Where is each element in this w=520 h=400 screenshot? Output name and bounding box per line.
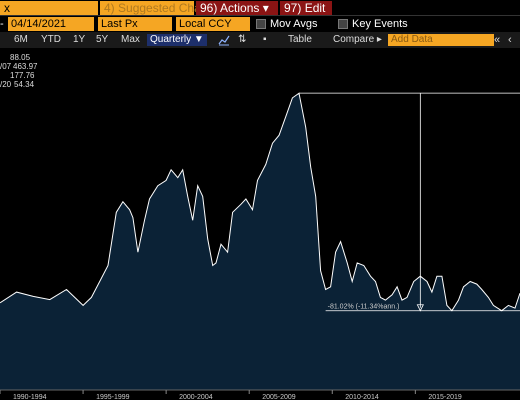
dash: - — [0, 18, 4, 30]
x-tick-label: 2000-2004 — [179, 394, 213, 400]
x-tick-label: 2015-2019 — [428, 394, 462, 400]
price-chart[interactable]: -81.02% (-11.34%ann.) 1990-1994 1995-1999 2… — [0, 48, 520, 400]
line-chart-icon[interactable] — [218, 34, 230, 46]
suggested-charts-label: Suggested Charts — [118, 1, 215, 15]
sort-icon[interactable]: ⇅ — [238, 34, 247, 45]
actions-key: 96) — [200, 1, 218, 15]
suggested-key: 4) — [104, 1, 115, 15]
edit-menu[interactable]: 97) Edit — [280, 1, 332, 15]
currency-select[interactable]: Local CCY — [176, 17, 250, 31]
actions-menu[interactable]: 96) Actions ▾ — [196, 1, 278, 15]
chevron-down-icon: ▸ — [376, 34, 382, 45]
table-button[interactable]: Table — [288, 34, 312, 45]
range-ytd[interactable]: YTD — [41, 34, 61, 45]
range-bar: 6M YTD 1Y 5Y Max Quarterly ▼ ⇅ ▪ Table C… — [0, 32, 520, 48]
period-label: Quarterly — [150, 34, 192, 45]
x-tick-label: 1990-1994 — [13, 394, 47, 400]
actions-label: Actions — [220, 1, 260, 15]
change-arrow-head — [416, 304, 424, 312]
scroll-left-icon[interactable]: ‹ — [508, 34, 512, 46]
function-toolbar: x 4) Suggested Charts 96) Actions ▾ 97) … — [0, 0, 520, 16]
change-annotation: -81.02% (-11.34%ann.) — [328, 304, 400, 311]
x-tick-label: 1995-1999 — [96, 394, 130, 400]
checkbox-icon[interactable] — [338, 19, 348, 30]
suggested-charts-button[interactable]: 4) Suggested Charts — [100, 1, 214, 15]
legend-prefix: /07 — [0, 62, 12, 71]
period-select[interactable]: Quarterly ▼ — [147, 34, 207, 46]
checkbox-icon[interactable] — [256, 19, 266, 30]
key-events-label: Key Events — [352, 18, 408, 30]
add-data-input[interactable]: Add Data — [388, 34, 494, 46]
series-line — [0, 92, 520, 312]
more-icon[interactable]: ▪ — [263, 34, 267, 45]
close-tab[interactable]: x — [0, 1, 98, 15]
range-6m[interactable]: 6M — [14, 34, 28, 45]
legend-row: /07 463.97 — [0, 62, 37, 71]
legend-value: 463.97 — [13, 62, 38, 71]
legend-value: 54.34 — [14, 80, 35, 89]
mov-avgs-toggle[interactable]: Mov Avgs — [256, 17, 318, 31]
mov-avgs-label: Mov Avgs — [270, 18, 318, 30]
legend-prefix: /20 — [0, 80, 12, 89]
key-events-toggle[interactable]: Key Events — [338, 17, 408, 31]
x-tick-label: 2010-2014 — [345, 394, 379, 400]
legend-value: 177.76 — [10, 71, 35, 80]
close-icon[interactable]: x — [4, 1, 10, 15]
parameter-bar: - 04/14/2021 Last Px Local CCY Mov Avgs … — [0, 16, 520, 32]
edit-label: Edit — [304, 1, 326, 15]
collapse-left-icon[interactable]: « — [494, 34, 501, 46]
legend-value: 88.05 — [10, 53, 31, 62]
edit-key: 97) — [284, 1, 302, 15]
dropdown-arrow-icon: ▼ — [193, 34, 204, 45]
field-select[interactable]: Last Px — [98, 17, 172, 31]
chevron-down-icon: ▾ — [262, 1, 269, 15]
date-input[interactable]: 04/14/2021 — [8, 17, 94, 31]
compare-menu[interactable]: Compare ▸ — [333, 34, 382, 46]
series-area — [0, 93, 520, 390]
compare-label: Compare — [333, 34, 375, 45]
range-max[interactable]: Max — [121, 34, 140, 45]
range-5y[interactable]: 5Y — [96, 34, 109, 45]
range-1y[interactable]: 1Y — [73, 34, 86, 45]
legend-row: /20 54.34 — [0, 80, 34, 89]
x-tick-label: 2005-2009 — [262, 394, 296, 400]
